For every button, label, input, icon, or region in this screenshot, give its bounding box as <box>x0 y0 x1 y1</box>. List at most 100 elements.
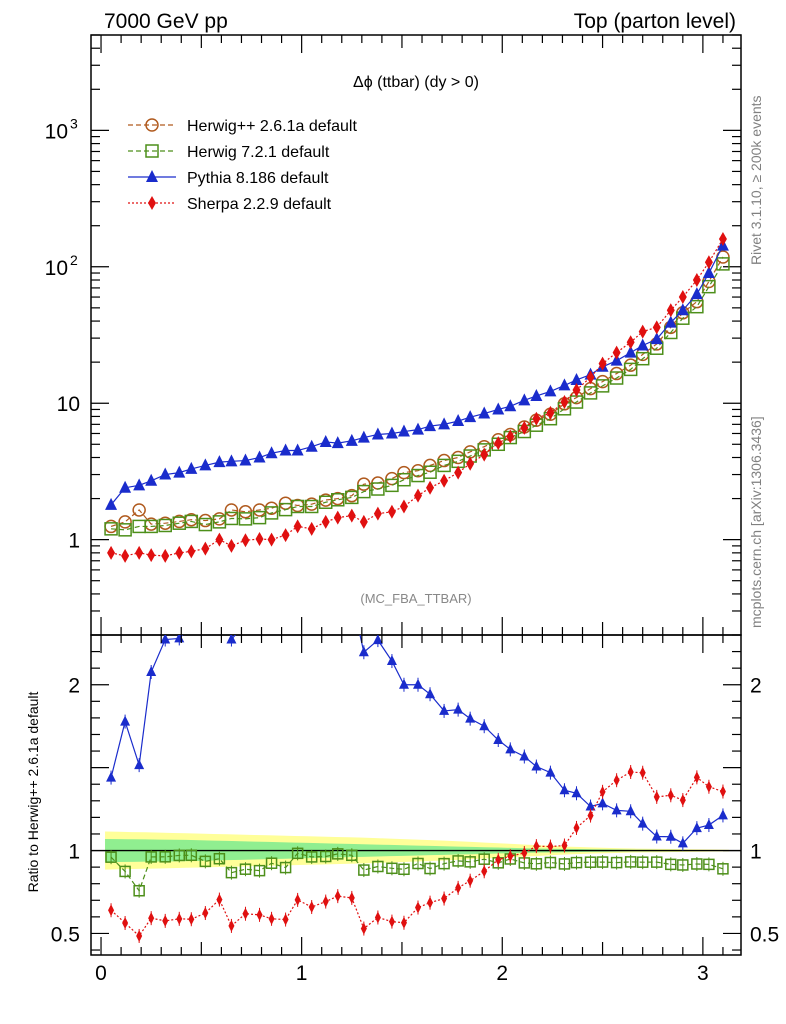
data-point <box>627 766 634 779</box>
data-point <box>613 774 620 787</box>
data-point <box>561 839 568 852</box>
data-point <box>199 855 212 868</box>
data-point <box>533 840 540 853</box>
data-point <box>451 450 465 465</box>
ratio-panel: 0.5 0.5 1 1 2 2 Ratio to Herwig++ 2.6.1a defa… <box>25 573 779 956</box>
data-point <box>703 819 714 830</box>
data-point <box>478 406 491 419</box>
data-point <box>423 458 437 473</box>
data-point <box>702 279 716 294</box>
data-point <box>507 850 514 863</box>
legend-label: Pythia 8.186 default <box>187 170 329 187</box>
ratio-line <box>110 771 724 937</box>
data-point <box>478 853 490 865</box>
data-point <box>186 620 196 630</box>
ratio-y-axis: 0.5 0.5 1 1 2 2 <box>51 650 779 951</box>
data-point <box>452 855 464 867</box>
data-point <box>397 465 411 480</box>
data-point <box>159 467 172 480</box>
ratio-uncertainty-band <box>91 831 741 870</box>
legend-label: Sherpa 2.2.9 default <box>187 196 332 213</box>
data-point <box>371 427 384 440</box>
data-point <box>267 591 277 601</box>
data-point <box>636 856 649 868</box>
data-point <box>570 856 583 869</box>
data-point <box>121 548 130 563</box>
series-line <box>110 256 724 527</box>
data-point <box>521 847 528 860</box>
data-point <box>638 324 647 339</box>
data-point <box>265 446 278 459</box>
data-point <box>146 170 158 182</box>
data-point <box>133 478 146 491</box>
data-point <box>704 255 713 270</box>
data-point <box>304 499 319 514</box>
ratio-tick-label-right: 2 <box>750 675 762 698</box>
data-point <box>598 356 607 371</box>
data-point <box>145 851 157 863</box>
data-point <box>702 266 715 279</box>
data-point <box>636 338 649 351</box>
data-point <box>586 370 595 385</box>
data-point <box>544 384 557 397</box>
data-point <box>399 499 408 514</box>
data-point <box>107 545 116 560</box>
data-point <box>690 287 703 300</box>
data-point <box>678 290 687 305</box>
data-point <box>305 439 318 452</box>
series-line <box>111 263 724 531</box>
data-point <box>546 405 555 420</box>
data-point <box>373 506 382 521</box>
data-point <box>145 144 159 158</box>
data-point <box>559 784 570 795</box>
data-point <box>610 856 623 869</box>
data-point <box>398 678 409 689</box>
data-point <box>345 433 358 446</box>
data-point <box>651 830 662 841</box>
data-point <box>185 461 198 474</box>
legend-label: Herwig++ 2.6.1a default <box>187 118 357 135</box>
data-point <box>717 863 729 875</box>
data-point <box>623 362 638 377</box>
data-point <box>650 856 663 868</box>
data-point <box>492 402 505 415</box>
series-3 <box>107 231 727 563</box>
data-point <box>213 455 226 468</box>
legend: Herwig++ 2.6.1a default Herwig 7.2.1 defa… <box>128 118 357 213</box>
data-point <box>119 480 132 493</box>
data-point <box>558 858 571 870</box>
data-point <box>346 849 358 862</box>
data-point <box>397 472 411 487</box>
data-point <box>624 856 637 868</box>
ratio-line <box>110 635 724 845</box>
data-point <box>265 857 278 869</box>
data-point <box>414 488 423 503</box>
data-point <box>505 743 516 754</box>
ratio-series-group <box>105 573 729 943</box>
data-point <box>585 800 596 811</box>
data-point <box>438 857 450 870</box>
data-point <box>716 257 730 271</box>
data-point <box>105 851 117 863</box>
data-point <box>480 447 489 462</box>
data-point <box>158 518 172 533</box>
data-point <box>479 720 490 731</box>
data-point <box>145 473 158 486</box>
data-point <box>596 856 609 868</box>
data-point <box>307 573 317 583</box>
data-point <box>159 851 171 863</box>
data-point <box>255 608 265 618</box>
data-point <box>279 443 292 456</box>
data-point <box>225 454 238 467</box>
data-point <box>201 541 210 556</box>
data-point <box>387 504 396 519</box>
data-point <box>452 414 465 427</box>
ratio-series-1 <box>105 846 729 898</box>
data-point <box>238 512 253 526</box>
data-point <box>148 912 155 925</box>
data-point <box>464 856 476 868</box>
ratio-series-2 <box>106 573 728 851</box>
data-point <box>120 715 131 726</box>
data-point <box>454 465 463 480</box>
data-point <box>437 458 451 473</box>
